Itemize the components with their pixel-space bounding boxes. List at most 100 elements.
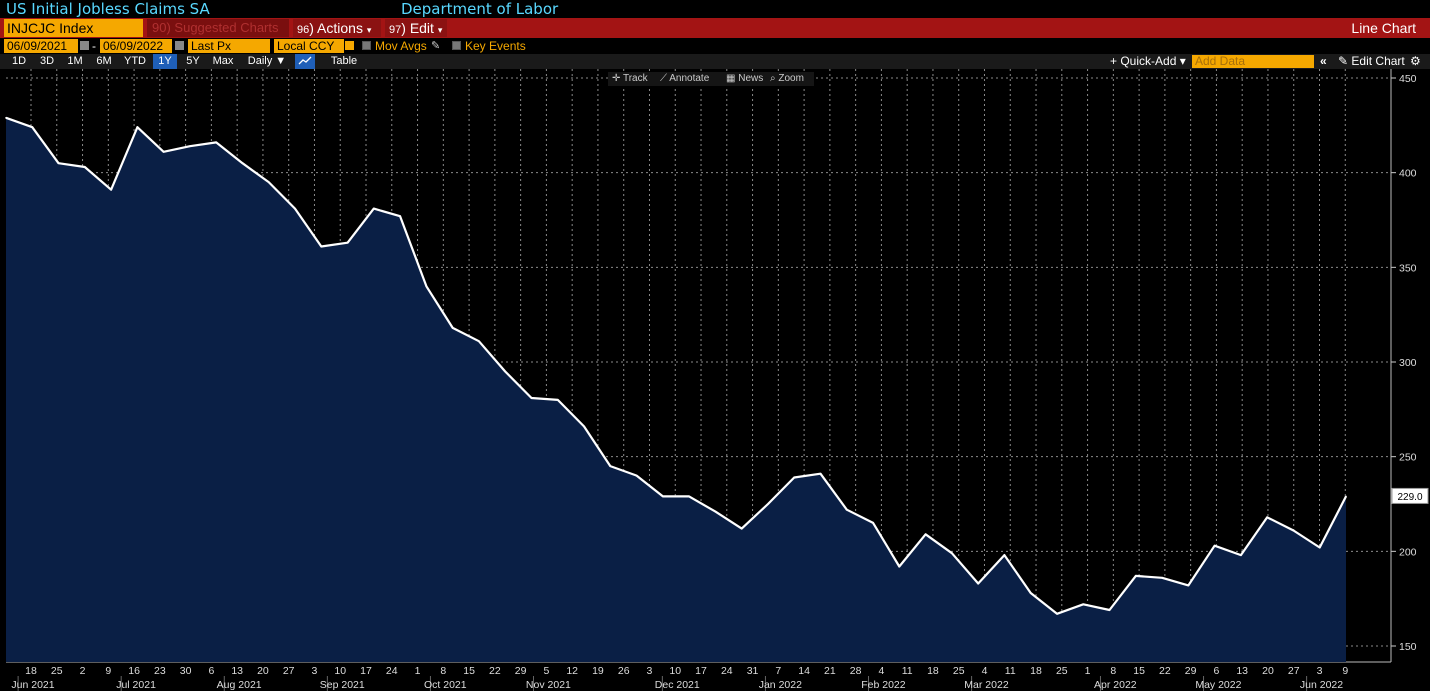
add-data-input[interactable]: Add Data [1192, 55, 1314, 68]
data-source[interactable]: Department of Labor [401, 0, 559, 18]
data-point[interactable] [688, 495, 690, 498]
gear-icon[interactable]: ⚙ [1410, 54, 1421, 68]
data-point[interactable] [5, 117, 7, 119]
x-month-label: Mar 2022 [964, 679, 1009, 691]
data-point[interactable] [1318, 546, 1321, 549]
data-point[interactable] [57, 162, 60, 164]
collapse-icon[interactable]: « [1320, 54, 1327, 68]
quick-add-menu[interactable]: + Quick-Add ▾ [1110, 54, 1186, 68]
data-point[interactable] [373, 207, 375, 210]
news-tool[interactable]: ▦ News [726, 73, 764, 84]
start-date-input[interactable]: 06/09/2021 [4, 39, 78, 53]
data-point[interactable] [662, 495, 664, 498]
data-point[interactable] [267, 181, 270, 183]
data-point[interactable] [162, 151, 165, 153]
key-events-checkbox[interactable] [452, 41, 461, 50]
calendar-icon[interactable] [80, 41, 89, 50]
data-point[interactable] [1292, 529, 1295, 532]
data-point[interactable] [478, 340, 480, 343]
range-button-1m[interactable]: 1M [67, 55, 83, 67]
mov-avgs-checkbox[interactable] [362, 41, 371, 50]
data-point[interactable] [714, 510, 717, 513]
line-chart[interactable]: 18 25 2 9 16 23 30 6 13 20 27 3 10 17 24 1 8 15 22 29 5 12 19 2… [0, 69, 1430, 691]
data-point[interactable] [1108, 609, 1111, 611]
data-point[interactable] [504, 370, 507, 373]
x-tick-label: 2 [80, 665, 86, 677]
data-point[interactable] [1056, 613, 1058, 615]
range-button-5y[interactable]: 5Y [186, 55, 200, 67]
data-point[interactable] [451, 327, 454, 329]
data-point[interactable] [530, 397, 533, 399]
data-point[interactable] [1161, 577, 1163, 579]
data-point[interactable] [1029, 592, 1032, 594]
data-point[interactable] [609, 465, 612, 467]
calendar-icon[interactable] [175, 41, 184, 50]
data-point[interactable] [767, 503, 769, 505]
currency-select[interactable]: Local CCY [274, 39, 344, 53]
series-line[interactable] [5, 116, 1347, 615]
data-point[interactable] [1187, 584, 1190, 587]
data-point[interactable] [399, 215, 401, 217]
x-month-label: May 2022 [1195, 679, 1241, 691]
data-point[interactable] [1082, 603, 1085, 606]
data-point[interactable] [793, 476, 795, 479]
table-button[interactable]: Table [330, 55, 358, 67]
x-tick-label: 20 [257, 665, 269, 677]
data-point[interactable] [557, 399, 559, 401]
annotate-tool[interactable]: ⟋ Annotate [660, 73, 710, 84]
data-point[interactable] [294, 207, 296, 210]
actions-menu[interactable]: 96) Actions ▾ [293, 19, 381, 37]
data-point[interactable] [740, 527, 743, 530]
data-point[interactable] [136, 126, 139, 128]
suggested-charts-button[interactable]: 90) Suggested Charts [147, 19, 289, 37]
data-point[interactable] [189, 145, 191, 147]
range-button-1y[interactable]: 1Y [153, 54, 177, 69]
data-point[interactable] [819, 472, 822, 475]
key-events-label[interactable]: Key Events [465, 39, 526, 53]
edit-chart-button[interactable]: ✎ Edit Chart [1338, 54, 1405, 68]
data-point[interactable] [241, 162, 244, 164]
x-tick-label: 10 [334, 665, 346, 677]
range-button-3d[interactable]: 3D [39, 55, 55, 67]
end-date-input[interactable]: 06/09/2022 [100, 39, 172, 53]
edit-number: 97 [389, 24, 402, 36]
zoom-tool[interactable]: ⌕ Zoom [770, 73, 804, 84]
frequency-select[interactable]: Daily ▼ [247, 55, 287, 67]
pencil-icon[interactable]: ✎ [431, 40, 441, 52]
data-point[interactable] [898, 565, 901, 568]
range-button-6m[interactable]: 6M [96, 55, 112, 67]
x-tick-label: 29 [1185, 665, 1197, 677]
data-point[interactable] [951, 552, 953, 554]
range-button-max[interactable]: Max [212, 55, 234, 67]
track-tool[interactable]: ✛ Track [612, 73, 648, 84]
data-point[interactable] [1003, 554, 1006, 556]
mov-avgs-label[interactable]: Mov Avgs [375, 39, 427, 53]
edit-menu[interactable]: 97) Edit ▾ [385, 19, 447, 37]
field-select[interactable]: Last Px [188, 39, 270, 53]
data-point[interactable] [924, 533, 927, 536]
line-chart-icon[interactable] [295, 54, 315, 69]
data-point[interactable] [1135, 575, 1137, 577]
data-point[interactable] [635, 474, 638, 477]
data-point[interactable] [320, 245, 323, 248]
data-point[interactable] [872, 522, 874, 524]
data-point[interactable] [110, 188, 112, 191]
data-point[interactable] [425, 285, 428, 288]
actions-number: 96 [297, 24, 310, 36]
x-tick-label: 11 [902, 665, 913, 677]
currency-dropdown-icon[interactable] [345, 41, 354, 50]
data-point[interactable] [215, 141, 217, 144]
data-point[interactable] [977, 582, 979, 585]
range-button-ytd[interactable]: YTD [124, 55, 146, 67]
range-button-1d[interactable]: 1D [11, 55, 27, 67]
data-point[interactable] [583, 425, 585, 428]
data-point[interactable] [346, 241, 349, 244]
data-point[interactable] [846, 508, 848, 511]
data-point[interactable] [1345, 495, 1347, 498]
data-point[interactable] [1240, 554, 1242, 556]
data-point[interactable] [1213, 544, 1216, 547]
ticker-field[interactable]: INJCJC Index [4, 19, 143, 37]
data-point[interactable] [31, 126, 34, 128]
data-point[interactable] [84, 166, 86, 168]
data-point[interactable] [1266, 516, 1268, 519]
